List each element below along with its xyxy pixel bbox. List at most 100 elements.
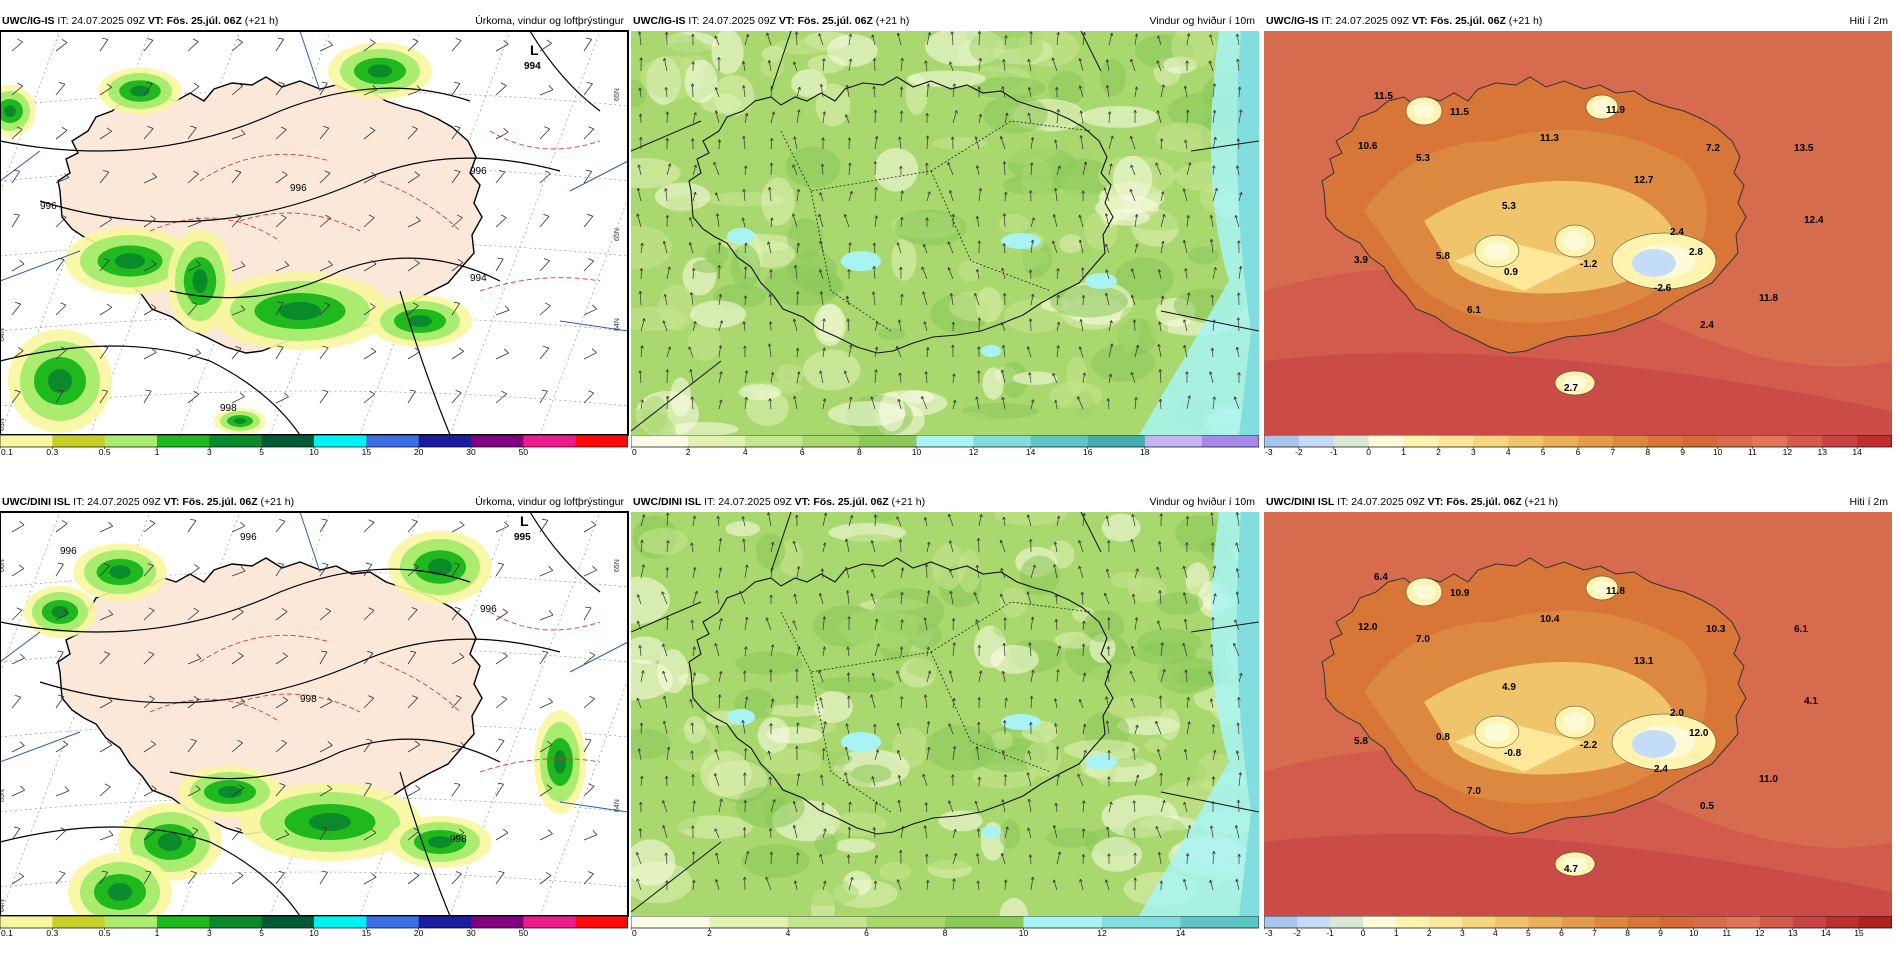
colorbar-swatch <box>366 435 419 447</box>
colorbar-swatch <box>1793 916 1827 928</box>
valid-time: Fös. 25.júl. 06Z <box>798 15 873 27</box>
colorbar-swatch <box>105 916 158 928</box>
lead-time: (+21 h) <box>892 496 926 508</box>
temp-value-label: 13.5 <box>1794 143 1814 154</box>
valid-time: Fös. 25.júl. 06Z <box>167 15 242 27</box>
colorbar-swatch <box>419 916 472 928</box>
colorbar-tick: 4 <box>786 928 791 936</box>
temp-value-label: 11.3 <box>1540 133 1559 144</box>
colorbar-swatch <box>867 916 946 928</box>
colorbar-tick: 0.5 <box>99 447 111 455</box>
colorbar-tick: 14 <box>1176 928 1186 936</box>
colorbar-swatch <box>0 916 53 928</box>
colorbar-tick: 0.1 <box>1 447 13 455</box>
colorbar-swatch <box>1628 916 1662 928</box>
colorbar-tick: 5 <box>1526 928 1531 936</box>
colorbar-swatch <box>1404 435 1439 447</box>
temp-panel-igis: UWC/IG-IS IT: 24.07.2025 09Z VT: Fös. 25… <box>1264 11 1892 473</box>
colorbar-swatch <box>710 916 789 928</box>
colorbar-swatch <box>262 435 315 447</box>
init-time: 24.07.2025 09Z <box>702 15 776 27</box>
it-prefix: IT: <box>688 15 699 27</box>
colorbar-swatch <box>1543 435 1578 447</box>
colorbar-tick: 12 <box>1755 928 1765 936</box>
colorbar-tick: 2 <box>707 928 712 936</box>
colorbar-swatch <box>1683 435 1718 447</box>
vt-prefix: VT: <box>795 496 811 508</box>
colorbar-swatch <box>1297 916 1331 928</box>
colorbar-swatch <box>1438 435 1473 447</box>
colorbar-swatch <box>1613 435 1648 447</box>
colorbar-swatch <box>1473 435 1508 447</box>
temp-value-label: 4.9 <box>1502 682 1516 693</box>
low-pressure-letter: L <box>520 513 529 529</box>
temp-value-label: 4.1 <box>1804 696 1818 707</box>
low-pressure-value: 995 <box>514 532 531 543</box>
colorbar-swatch <box>1181 916 1260 928</box>
colorbar-tick: 14 <box>1821 928 1831 936</box>
colorbar-swatch <box>523 916 576 928</box>
colorbar-tick: -1 <box>1330 447 1338 455</box>
colorbar-tick: 6 <box>1559 928 1564 936</box>
colorbar-tick: -3 <box>1265 928 1273 936</box>
temp-value-label: 2.7 <box>1564 383 1578 394</box>
temp-value-label: 11.8 <box>1759 293 1778 304</box>
colorbar-swatch <box>1495 916 1529 928</box>
colorbar-tick: -2 <box>1295 447 1303 455</box>
temp-value-label: 12.4 <box>1804 215 1824 226</box>
panel-title: Úrkoma, vindur og loftþrýstingur <box>475 492 624 512</box>
temp-value-label: 11.5 <box>1450 107 1469 118</box>
lead-time: (+21 h) <box>876 15 910 27</box>
colorbar-swatch <box>945 916 1024 928</box>
colorbar-tick: 0.1 <box>1 928 13 936</box>
colorbar-tick: 9 <box>1658 928 1663 936</box>
vt-prefix: VT: <box>779 15 795 27</box>
colorbar-swatch <box>419 435 472 447</box>
colorbar-tick: 16 <box>1083 447 1093 455</box>
colorbar-swatch <box>0 435 53 447</box>
colorbar-tick: 30 <box>466 928 476 936</box>
colorbar-swatch <box>1299 435 1334 447</box>
colorbar-tick: 15 <box>362 447 372 455</box>
colorbar-tick: 12 <box>1783 447 1793 455</box>
lat-label: 64N <box>0 328 6 341</box>
temp-value-label: 4.7 <box>1564 864 1578 875</box>
temp-value-label: 10.3 <box>1706 624 1726 635</box>
it-prefix: IT: <box>704 496 715 508</box>
colorbar-swatch <box>1760 916 1794 928</box>
isobar-label: 998 <box>450 834 467 845</box>
colorbar-swatch <box>1462 916 1496 928</box>
lat-label: 63N <box>0 418 6 431</box>
low-pressure-letter: L <box>530 42 539 58</box>
lat-label: 64N <box>614 799 621 812</box>
wind-map-svg <box>631 512 1259 916</box>
colorbar-tick: 4 <box>743 447 748 455</box>
colorbar-tick: 11 <box>1722 928 1731 936</box>
colorbar-swatch <box>209 916 262 928</box>
temp-value-label: 2.0 <box>1670 708 1684 719</box>
temp-value-label: 10.4 <box>1540 614 1560 625</box>
vt-prefix: VT: <box>148 15 164 27</box>
colorbar-swatch <box>1369 435 1404 447</box>
low-pressure-value: 994 <box>524 61 541 72</box>
colorbar-tick: 2 <box>1436 447 1441 455</box>
colorbar-swatch <box>262 916 315 928</box>
colorbar-swatch <box>1264 916 1298 928</box>
colorbar-tick: 18 <box>1140 447 1150 455</box>
colorbar-tick: 10 <box>1713 447 1723 455</box>
temp-value-label: 12.0 <box>1358 622 1378 633</box>
panel-header: UWC/IG-IS IT: 24.07.2025 09Z VT: Fös. 25… <box>1264 11 1892 31</box>
init-time: 24.07.2025 09Z <box>71 15 145 27</box>
model-name: UWC/IG-IS <box>633 15 686 27</box>
colorbar-tick: 1 <box>155 447 160 455</box>
colorbar-tick: 0 <box>632 928 637 936</box>
colorbar-swatch <box>974 435 1032 447</box>
colorbar-tick: 8 <box>943 928 948 936</box>
init-time: 24.07.2025 09Z <box>1351 496 1425 508</box>
temp-value-label: 6.1 <box>1467 305 1481 316</box>
temp-value-label: 7.0 <box>1467 786 1481 797</box>
